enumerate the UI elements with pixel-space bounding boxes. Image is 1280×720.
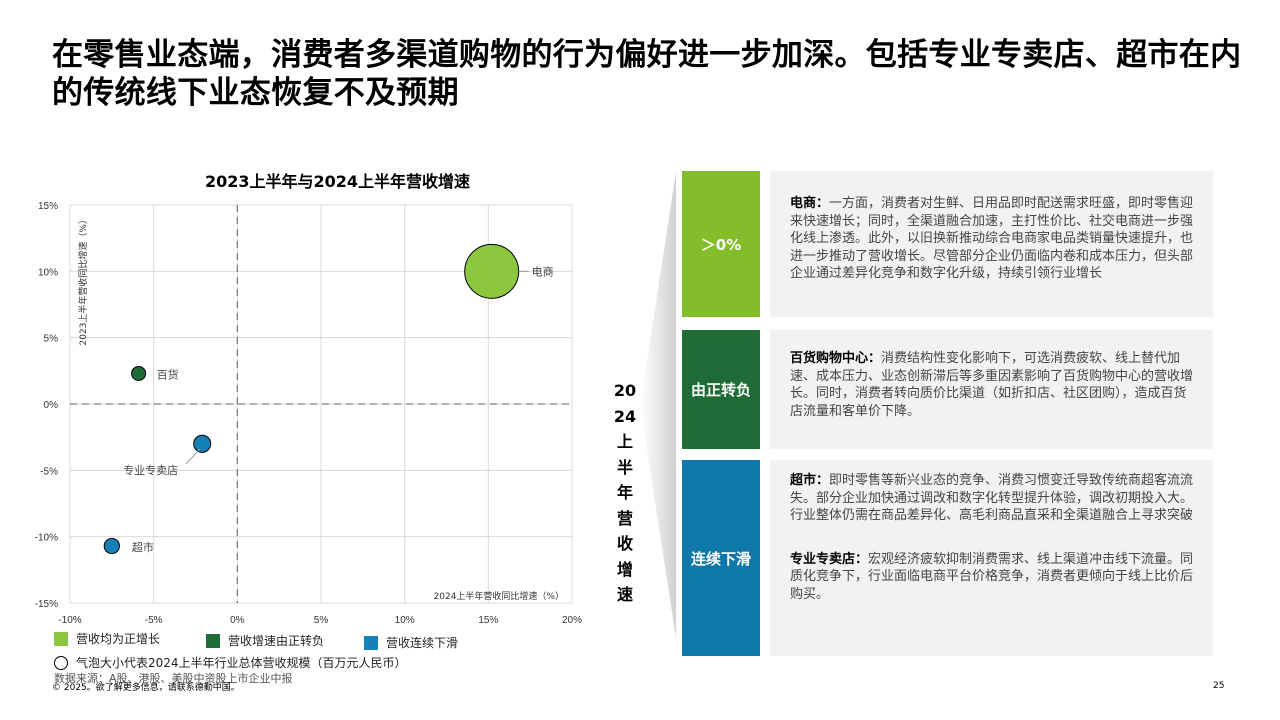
y-tick-label: 5% [44,334,59,345]
desc-supermarket: 超市：即时零售等新兴业态的竞争、消费习惯变迁导致传统商超客流流失。部分企业加快通… [790,473,1194,523]
bubble-point [103,537,120,555]
x-axis-title: 2024上半年营收同比增速（%） [434,590,564,602]
x-tick-label: 15% [478,615,498,626]
bubble-label: 超市 [132,540,154,554]
x-tick-label: 0% [230,615,245,626]
x-tick-label: 5% [314,615,329,626]
bubble-size-note-text: 气泡大小代表2024上半年行业总体营收规模（百万元人民币） [76,656,407,670]
legend-label-positive: 营收均为正增长 [76,632,161,646]
vertical-axis-label: 2024上半年营收增速 [613,381,637,604]
legend-label-turned-negative: 营收增速由正转负 [228,634,325,648]
desc-box-ecommerce: 电商：一方面，消费者对生鲜、日用品即时配送需求旺盛，即时零售迎来快速增长；同时，… [770,171,1213,317]
band-positive: ＞0% [682,171,760,317]
y-axis-title: 2023上半年营收同比增速（%） [77,215,89,345]
y-tick-label: -10% [35,533,58,544]
desc-specialty-store: 专业专卖店：宏观经济疲软抑制消费需求、线上渠道冲击线下流量。同质化竞争下，行业面… [790,551,1194,602]
legend-swatch-positive [54,631,68,646]
x-tick-label: -10% [58,615,81,626]
bubble-label: 专业专卖店 [123,463,178,477]
desc-ecommerce: 电商：一方面，消费者对生鲜、日用品即时配送需求旺盛，即时零售迎来快速增长；同时，… [790,196,1194,281]
y-tick-label: -15% [35,599,58,610]
legend-item-positive: 营收均为正增长 [54,630,160,647]
band-decline: 连续下滑 [682,460,760,656]
y-tick-label: 0% [44,400,59,411]
desc-department-store: 百货购物中心：消费结构性变化影响下，可选消费疲软、线上替代加速、成本压力、业态创… [790,351,1194,419]
data-source: 数据来源：A股、港股、美股中资股上市企业中报 [54,672,293,685]
page-title: 在零售业态端，消费者多渠道购物的行为偏好进一步加深。包括专业专卖店、超市在内的传… [52,37,1242,111]
bubble-size-note: 气泡大小代表2024上半年行业总体营收规模（百万元人民币） [54,654,407,671]
legend-swatch-turned-negative [206,633,220,648]
bubble-size-icon [54,655,68,670]
x-tick-label: -5% [145,615,163,626]
bubble-label: 电商 [532,264,554,278]
band-turned-negative: 由正转负 [682,330,760,449]
bubble-point [193,434,212,453]
copyright: © 2025。欲了解更多信息，请联系德勤中国。 [52,683,240,693]
legend-label-decline: 营收连续下滑 [386,636,459,650]
x-tick-label: 10% [395,615,415,626]
bubble-label: 百货 [157,367,179,381]
y-tick-label: 10% [38,267,58,278]
chart-title: 2023上半年与2024上半年营收增速 [204,172,471,191]
legend-swatch-decline [364,635,378,650]
desc-box-department-store: 百货购物中心：消费结构性变化影响下，可选消费疲软、线上替代加速、成本压力、业态创… [770,330,1213,449]
y-tick-label: -5% [40,466,58,477]
bubble-point [131,365,147,381]
legend-item-turned-negative: 营收增速由正转负 [206,632,324,649]
y-tick-label: 15% [38,201,58,212]
x-tick-label: 20% [562,615,582,626]
bubble-leader-line [185,448,201,465]
page-number: 25 [1213,681,1225,691]
legend-item-decline: 营收连续下滑 [364,634,458,651]
desc-box-decline: 超市：即时零售等新兴业态的竞争、消费习惯变迁导致传统商超客流流失。部分企业加快通… [770,460,1213,656]
